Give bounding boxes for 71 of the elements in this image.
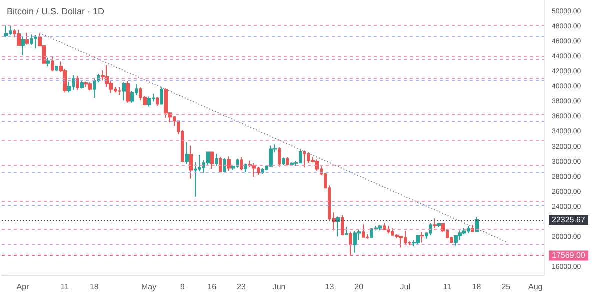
candlestick: [282, 157, 285, 166]
x-tick-label: 18: [90, 282, 100, 292]
candlestick: [156, 96, 159, 106]
candlestick: [252, 162, 256, 178]
x-tick-label: 25: [502, 282, 512, 292]
candlestick: [437, 222, 441, 228]
candlestick: [261, 168, 264, 174]
x-tick-label: Jul: [400, 282, 411, 292]
candlestick: [244, 163, 247, 173]
x-tick-label: Apr: [16, 282, 30, 292]
candlestick: [433, 218, 437, 229]
candlestick: [76, 75, 79, 91]
candlestick: [122, 82, 126, 102]
candlestick: [189, 145, 193, 180]
candlestick: [88, 82, 92, 92]
candlestick: [387, 226, 390, 234]
x-tick-label: 11: [443, 282, 452, 292]
candlestick: [4, 25, 8, 38]
candlestick: [341, 214, 344, 236]
candlestick: [84, 81, 88, 88]
candlestick: [80, 80, 84, 90]
candlestick: [55, 66, 58, 72]
candlestick: [420, 232, 424, 244]
candlestick: [383, 223, 386, 230]
candlestick: [303, 150, 306, 168]
candlestick: [345, 226, 348, 236]
candlestick: [34, 34, 37, 49]
candlestick: [160, 86, 163, 105]
x-tick-label: 16: [208, 282, 218, 292]
candlestick: [362, 224, 365, 238]
candlestick: [227, 156, 231, 172]
ref-line-label: 22325.67: [552, 215, 586, 224]
candlestick: [118, 87, 121, 96]
candlestick: [25, 32, 29, 46]
candlestick: [93, 78, 96, 99]
candlestick: [46, 57, 50, 67]
x-tick-label: 13: [325, 282, 335, 292]
candlestick: [223, 158, 226, 173]
candlestick: [219, 156, 222, 173]
x-tick-label: May: [141, 282, 157, 292]
candlestick: [30, 34, 33, 46]
text: Bitcoin / U.S. Dollar · 1D: [7, 6, 106, 16]
candlestick: [416, 234, 420, 246]
candlestick: [286, 156, 289, 166]
candlestick: [269, 145, 273, 168]
candlestick: [185, 142, 189, 165]
x-tick-label: 18: [472, 282, 482, 292]
candlestick: [21, 36, 25, 56]
candlestick: [126, 80, 130, 104]
candlestick: [349, 231, 352, 256]
candlestick: [278, 147, 281, 168]
candlestick: [378, 224, 382, 232]
x-tick-label: Jun: [272, 282, 286, 292]
x-tick-label: 9: [180, 282, 186, 292]
candlestick: [290, 162, 294, 167]
candlestick: [215, 154, 218, 167]
candlestick: [429, 223, 432, 236]
x-tick-label: 20: [354, 282, 364, 292]
candlestick: [353, 230, 357, 254]
candlestick: [17, 30, 21, 46]
candlestick: [336, 216, 340, 238]
x-tick-label: 23: [237, 282, 246, 292]
candlestick: [51, 56, 54, 72]
x-tick-label: Aug: [528, 282, 543, 292]
ref-line-label: 17569.00: [552, 251, 586, 260]
candlestick: [315, 159, 319, 172]
candlestick: [210, 152, 214, 170]
candlestick: [164, 88, 168, 118]
candlestick: [240, 156, 243, 172]
x-tick-label: 11: [60, 282, 70, 292]
candlestick: [147, 96, 151, 108]
